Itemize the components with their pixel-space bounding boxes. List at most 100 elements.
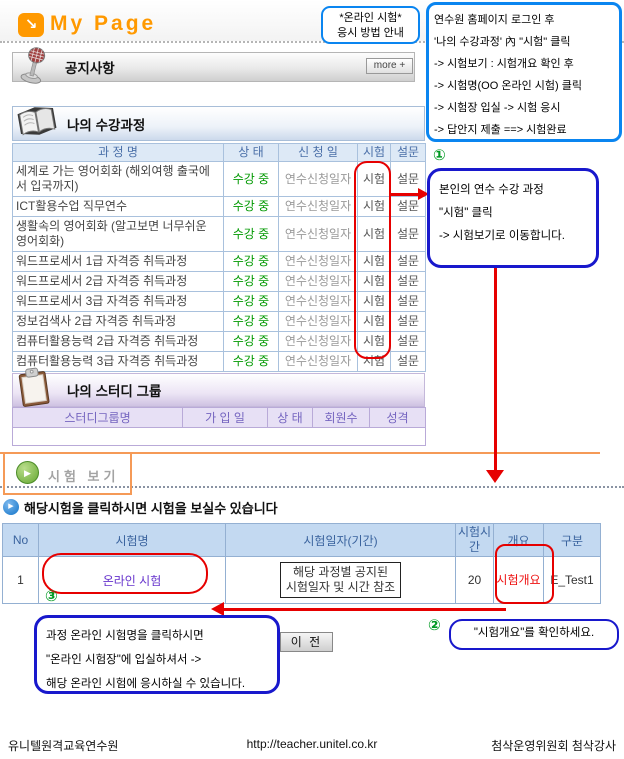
study-section-bar: 나의 스터디 그룹	[12, 373, 425, 407]
course-apply-date: 연수신청일자	[278, 161, 358, 197]
course-status: 수강 중	[223, 291, 279, 312]
clipboard-icon	[18, 367, 50, 407]
notice-section-bar: 공지사항	[12, 52, 415, 82]
more-button[interactable]: more +	[366, 58, 413, 74]
open-book-icon	[17, 107, 57, 136]
course-survey-link[interactable]: 설문	[390, 331, 426, 352]
dotted-divider	[0, 486, 624, 488]
online-exam-link[interactable]: 온라인 시험	[102, 573, 162, 588]
col-member-count: 회원수	[312, 407, 370, 428]
col-apply-date: 신 청 일	[278, 143, 358, 162]
step3-number: ③	[45, 588, 58, 605]
course-status: 수강 중	[223, 161, 279, 197]
course-apply-date: 연수신청일자	[278, 196, 358, 217]
course-apply-date: 연수신청일자	[278, 251, 358, 272]
course-apply-date: 연수신청일자	[278, 271, 358, 292]
course-name: ICT활용수업 직무연수	[12, 196, 224, 217]
course-name: 워드프로세서 1급 자격증 취득과정	[12, 251, 224, 272]
course-row: 세계로 가는 영어회화 (해외여행 출국에서 입국까지) 수강 중 연수신청일자…	[12, 161, 426, 197]
step2-number: ②	[428, 617, 441, 634]
exam-instruction-text: 해당시험을 클릭하시면 시험을 보실수 있습니다	[24, 501, 278, 516]
courses-table-header: 과 정 명 상 태 신 청 일 시험 설문	[12, 143, 426, 162]
course-row: 워드프로세서 1급 자격증 취득과정 수강 중 연수신청일자 시험 설문	[12, 251, 426, 272]
course-survey-link[interactable]: 설문	[390, 351, 426, 372]
col-exam-date: 시험일자(기간)	[225, 523, 456, 557]
course-name: 컴퓨터활용능력 2급 자격증 취득과정	[12, 331, 224, 352]
exam-duration: 20	[455, 556, 494, 604]
arrow-to-step1-head	[418, 188, 429, 200]
arrow-to-exam-name-head	[211, 602, 224, 616]
course-survey-link[interactable]: 설문	[390, 216, 426, 252]
course-apply-date: 연수신청일자	[278, 216, 358, 252]
course-status: 수강 중	[223, 251, 279, 272]
exam-no: 1	[2, 556, 39, 604]
microphone-icon	[20, 47, 46, 84]
course-status: 수강 중	[223, 311, 279, 332]
course-name: 워드프로세서 2급 자격증 취득과정	[12, 271, 224, 292]
course-name: 생활속의 영어회화 (알고보면 너무쉬운 영어회화)	[12, 216, 224, 252]
course-survey-link[interactable]: 설문	[390, 311, 426, 332]
exam-steps-annotation: 연수원 홈페이지 로그인 후 '나의 수강과정' 內 "시험" 클릭 -> 시험…	[426, 2, 622, 142]
section-divider-line	[0, 452, 600, 454]
green-play-circle-icon: ▶	[16, 461, 39, 484]
course-exam-link[interactable]: 시험	[357, 291, 391, 312]
col-exam-name: 시험명	[38, 523, 226, 557]
exam-overview-highlight	[495, 544, 554, 604]
course-survey-link[interactable]: 설문	[390, 291, 426, 312]
course-name: 컴퓨터활용능력 3급 자격증 취득과정	[12, 351, 224, 372]
arrow-to-exam-view	[494, 268, 497, 470]
col-exam: 시험	[357, 143, 391, 162]
step2-annotation: "시험개요"를 확인하세요.	[449, 619, 619, 650]
col-no: No	[2, 523, 39, 557]
col-course-name: 과 정 명	[12, 143, 224, 162]
exam-view-title: 시험 보기	[48, 469, 120, 484]
col-join-date: 가 입 일	[182, 407, 268, 428]
courses-title: 나의 수강과정	[67, 117, 146, 133]
course-row: 워드프로세서 3급 자격증 취득과정 수강 중 연수신청일자 시험 설문	[12, 291, 426, 312]
exam-row: 1 온라인 시험 해당 과정별 공지된 시험일자 및 시간 참조 20 시험개요…	[2, 556, 601, 604]
exam-view-highlight	[3, 452, 132, 495]
notice-title: 공지사항	[65, 61, 115, 76]
course-exam-link[interactable]: 시험	[357, 311, 391, 332]
courses-section-bar: 나의 수강과정	[12, 106, 425, 141]
course-apply-date: 연수신청일자	[278, 311, 358, 332]
step1-annotation: 본인의 연수 수강 과정 "시험" 클릭 -> 시험보기로 이동합니다.	[427, 168, 599, 268]
course-status: 수강 중	[223, 351, 279, 372]
course-survey-link[interactable]: 설문	[390, 251, 426, 272]
exam-overview-link[interactable]: 시험개요	[496, 572, 541, 587]
logo-arrow-icon: ↘	[18, 13, 44, 37]
previous-button[interactable]: 이 전	[280, 632, 333, 652]
course-name: 정보검색사 2급 자격증 취득과정	[12, 311, 224, 332]
course-apply-date: 연수신청일자	[278, 291, 358, 312]
exam-column-highlight	[354, 161, 391, 359]
course-exam-link[interactable]: 시험	[357, 216, 391, 252]
study-table: 스터디그룹명 가 입 일 상 태 회원수 성격	[12, 407, 426, 446]
course-survey-link[interactable]: 설문	[390, 271, 426, 292]
footer-url: http://teacher.unitel.co.kr	[246, 737, 378, 751]
course-name: 워드프로세서 3급 자격증 취득과정	[12, 291, 224, 312]
col-study-status: 상 태	[267, 407, 313, 428]
step3-annotation: 과정 온라인 시험명을 클릭하시면 "온라인 시험장"에 입실하셔서 -> 해당…	[34, 615, 280, 694]
course-row: 생활속의 영어회화 (알고보면 너무쉬운 영어회화) 수강 중 연수신청일자 시…	[12, 216, 426, 252]
step1-number: ①	[433, 147, 446, 164]
course-apply-date: 연수신청일자	[278, 331, 358, 352]
arrow-to-exam-name	[224, 608, 506, 611]
footer-right: 첨삭운영위원회 첨삭강사	[491, 739, 616, 753]
course-status: 수강 중	[223, 196, 279, 217]
study-title: 나의 스터디 그룹	[67, 384, 162, 399]
course-row: ICT활용수업 직무연수 수강 중 연수신청일자 시험 설문	[12, 196, 426, 217]
page-title: My Page	[50, 12, 157, 35]
courses-table: 과 정 명 상 태 신 청 일 시험 설문 세계로 가는 영어회화 (해외여행 …	[12, 143, 426, 372]
col-survey: 설문	[390, 143, 426, 162]
course-row: 컴퓨터활용능력 3급 자격증 취득과정 수강 중 연수신청일자 시험 설문	[12, 351, 426, 372]
col-status: 상 태	[223, 143, 279, 162]
col-study-group-name: 스터디그룹명	[12, 407, 183, 428]
arrow-to-step1	[389, 193, 420, 196]
col-character: 성격	[369, 407, 426, 428]
course-survey-link[interactable]: 설문	[390, 196, 426, 217]
course-row: 컴퓨터활용능력 2급 자격증 취득과정 수강 중 연수신청일자 시험 설문	[12, 331, 426, 352]
footer-left: 유니텔원격교육연수원	[8, 739, 119, 753]
blue-play-circle-icon: ▶	[3, 499, 19, 515]
col-exam-duration: 시험시간	[455, 523, 494, 557]
arrow-to-exam-view-head	[486, 470, 504, 483]
